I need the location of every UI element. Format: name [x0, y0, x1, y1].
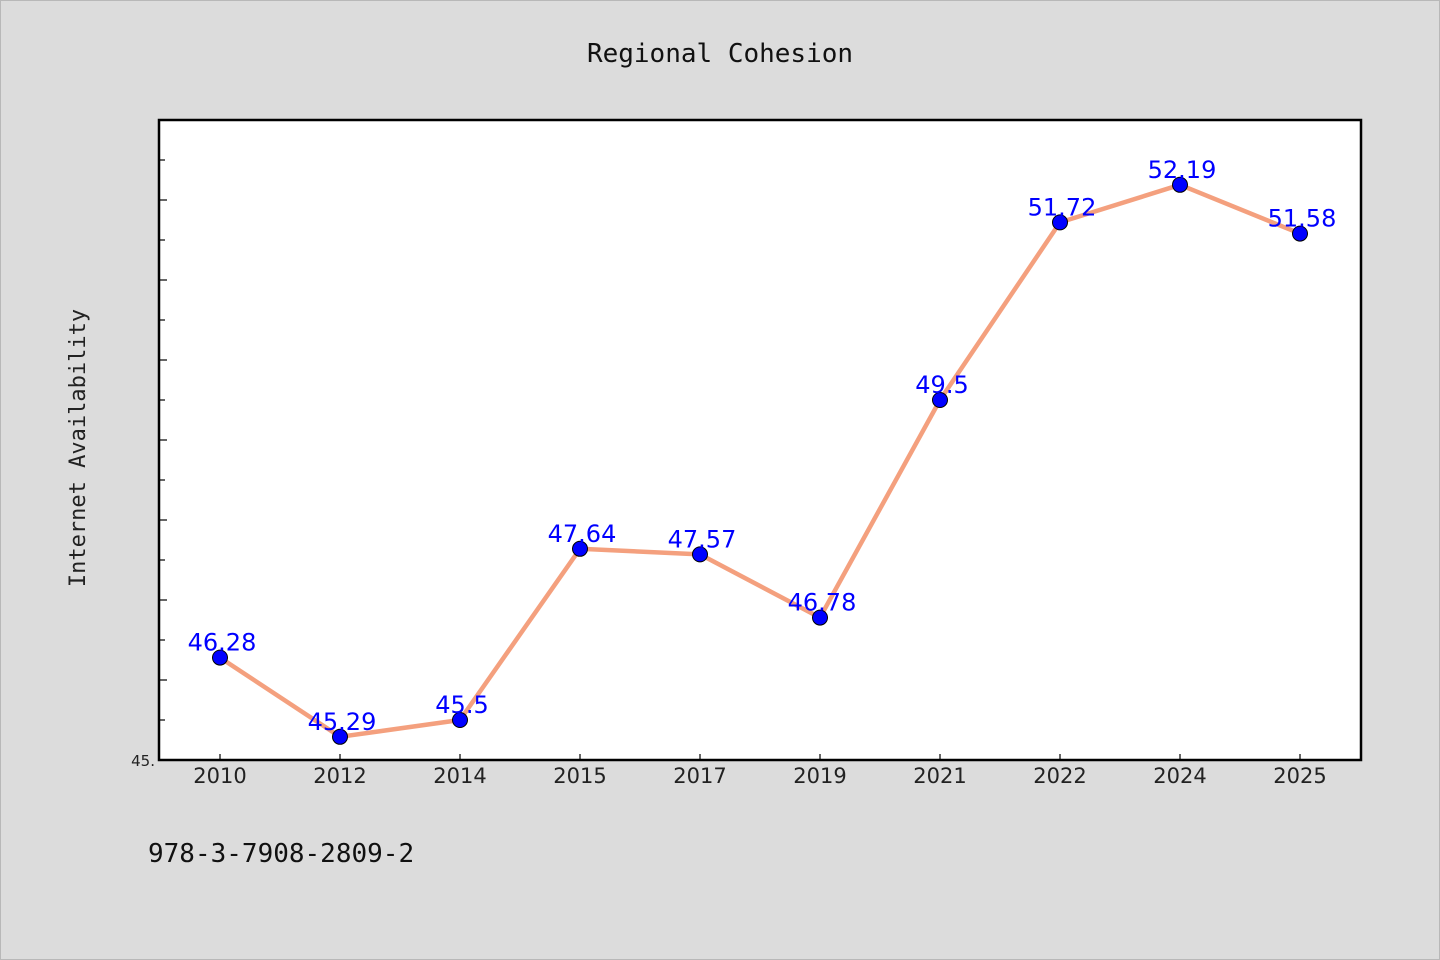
x-tick-label: 2025	[1273, 764, 1326, 788]
x-axis-ticks: 2010 2012 2014 2015 2017 2019 2021 2022 2024 2025	[193, 754, 1327, 788]
data-label: 47.64	[548, 520, 617, 548]
x-tick-label: 2015	[553, 764, 606, 788]
y-tick-label: 45.	[131, 752, 155, 770]
data-label: 46.28	[188, 629, 257, 657]
data-point	[212, 649, 228, 666]
x-tick-label: 2019	[793, 764, 846, 788]
plot-border	[157, 118, 1363, 762]
chart-title: Regional Cohesion	[587, 39, 853, 69]
x-tick-label: 2024	[1153, 764, 1206, 788]
x-tick-label: 2017	[673, 764, 726, 788]
data-label: 49.5	[915, 371, 968, 399]
data-label: 46.78	[788, 589, 857, 617]
x-tick-label: 2010	[193, 764, 246, 788]
data-point	[692, 546, 708, 563]
data-point	[452, 712, 468, 728]
data-point	[572, 540, 588, 557]
x-tick-label: 2021	[913, 764, 966, 788]
series-line	[218, 182, 1301, 740]
data-point	[812, 609, 828, 626]
data-label: 51.58	[1268, 205, 1337, 233]
x-tick-label: 2014	[433, 764, 486, 788]
data-label: 51.72	[1028, 193, 1097, 221]
y-axis-label: Internet Availability	[66, 309, 91, 587]
data-point	[1052, 214, 1068, 231]
x-tick-label: 2012	[313, 764, 366, 788]
data-label: 45.29	[308, 708, 377, 736]
data-label: 52.19	[1148, 156, 1217, 184]
data-point	[332, 728, 348, 745]
x-tick-label: 2022	[1033, 764, 1086, 788]
data-point	[932, 392, 948, 408]
data-point	[1292, 225, 1308, 242]
series-layer: 46.28 45.29 45.5 47.64 47.57 46.78 49.5 51.72 52…	[188, 156, 1337, 745]
data-point	[1172, 176, 1188, 193]
data-label: 45.5	[435, 691, 488, 719]
plot-area	[159, 120, 1361, 760]
isbn-footer: 978-3-7908-2809-2	[148, 839, 414, 869]
data-label: 47.57	[668, 525, 737, 553]
